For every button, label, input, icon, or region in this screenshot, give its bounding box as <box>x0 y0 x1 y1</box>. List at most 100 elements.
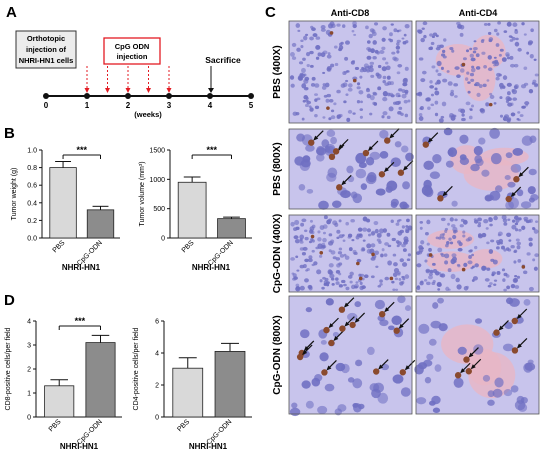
nucleus <box>354 285 358 289</box>
nucleus <box>291 56 297 60</box>
nucleus <box>405 225 409 228</box>
nucleus <box>516 275 521 279</box>
nucleus <box>365 25 369 30</box>
nucleus <box>516 189 524 197</box>
nucleus <box>397 111 402 115</box>
arrow-marker-head <box>516 313 522 319</box>
nucleus <box>347 377 355 383</box>
nucleus <box>377 64 382 69</box>
nucleus <box>299 285 305 291</box>
nucleus <box>396 42 400 46</box>
positive-cell <box>437 195 444 202</box>
nucleus <box>394 141 402 148</box>
nucleus <box>386 180 398 192</box>
nucleus <box>299 238 303 242</box>
nucleus <box>304 76 310 81</box>
nucleus <box>502 218 508 223</box>
nucleus <box>448 237 452 241</box>
y-tick-label: 1 <box>27 391 31 398</box>
nucleus <box>381 248 385 252</box>
orthotopic-line-2: injection of <box>26 45 67 54</box>
nucleus <box>432 262 436 266</box>
y-tick-label: 1000 <box>149 177 165 184</box>
positive-cell <box>323 326 330 334</box>
arrow-marker-head <box>333 335 339 341</box>
nucleus <box>343 283 347 287</box>
nucleus <box>432 154 442 164</box>
nucleus <box>454 218 458 222</box>
nucleus <box>513 260 517 264</box>
micrograph-frame <box>415 20 540 124</box>
nucleus <box>406 218 410 223</box>
nucleus <box>330 277 335 281</box>
nucleus <box>430 93 434 97</box>
nucleus <box>459 68 465 73</box>
nucleus <box>499 82 504 88</box>
nucleus <box>454 95 458 98</box>
nucleus <box>493 28 498 33</box>
nucleus <box>333 45 338 49</box>
panel-label-c: C <box>265 4 276 21</box>
nucleus <box>314 105 320 110</box>
nucleus <box>381 66 387 72</box>
nucleus <box>388 325 395 331</box>
nucleus <box>449 112 454 118</box>
nucleus <box>381 115 385 119</box>
nucleus <box>523 33 527 36</box>
nucleus <box>379 49 385 54</box>
nucleus <box>299 240 304 244</box>
positive-cell <box>328 339 335 347</box>
nucleus <box>398 218 402 222</box>
timeline-tick-label: 1 <box>85 101 90 110</box>
nucleus <box>335 257 341 261</box>
nucleus <box>430 103 435 107</box>
nucleus <box>515 218 520 223</box>
nucleus <box>424 259 428 263</box>
nucleus <box>427 106 431 110</box>
arrow-marker-head <box>427 137 433 143</box>
nucleus <box>317 237 322 242</box>
nucleus <box>420 240 425 245</box>
nucleus <box>435 46 441 51</box>
nucleus <box>401 93 407 99</box>
micrograph-frame <box>415 128 540 210</box>
injection-arrow-head <box>166 88 172 93</box>
nucleus <box>314 83 320 88</box>
nucleus <box>332 331 340 338</box>
nucleus <box>425 268 431 273</box>
nucleus <box>382 57 387 61</box>
nucleus <box>304 236 309 241</box>
sacrifice-label: Sacrifice <box>205 55 241 65</box>
nucleus <box>466 71 470 75</box>
nucleus <box>298 61 304 65</box>
nucleus <box>473 344 484 355</box>
nucleus <box>470 78 475 82</box>
nucleus <box>523 298 531 306</box>
nucleus <box>406 258 411 262</box>
nucleus <box>379 319 389 327</box>
nucleus <box>503 248 507 252</box>
nucleus <box>512 36 516 41</box>
bar-cpg-odn <box>85 342 116 418</box>
nucleus <box>372 55 377 60</box>
positive-cell <box>329 31 334 35</box>
cpg-line-1: CpG ODN <box>115 42 150 51</box>
nucleus <box>432 32 438 36</box>
nucleus <box>441 101 447 107</box>
y-axis-title: CD8-positive cells/per field <box>5 327 12 410</box>
nucleus <box>401 225 406 229</box>
bar-pbs <box>49 167 77 239</box>
nucleus <box>392 288 396 291</box>
nucleus <box>407 99 411 103</box>
nucleus <box>503 288 507 292</box>
nucleus <box>518 228 522 232</box>
arrow-marker-head <box>398 323 404 329</box>
nucleus <box>304 258 309 263</box>
nucleus <box>336 263 341 268</box>
nucleus <box>457 247 463 252</box>
nucleus <box>311 263 315 267</box>
nucleus <box>434 82 438 85</box>
positive-cell <box>319 250 324 255</box>
nucleus <box>383 253 388 257</box>
nucleus <box>501 57 507 62</box>
